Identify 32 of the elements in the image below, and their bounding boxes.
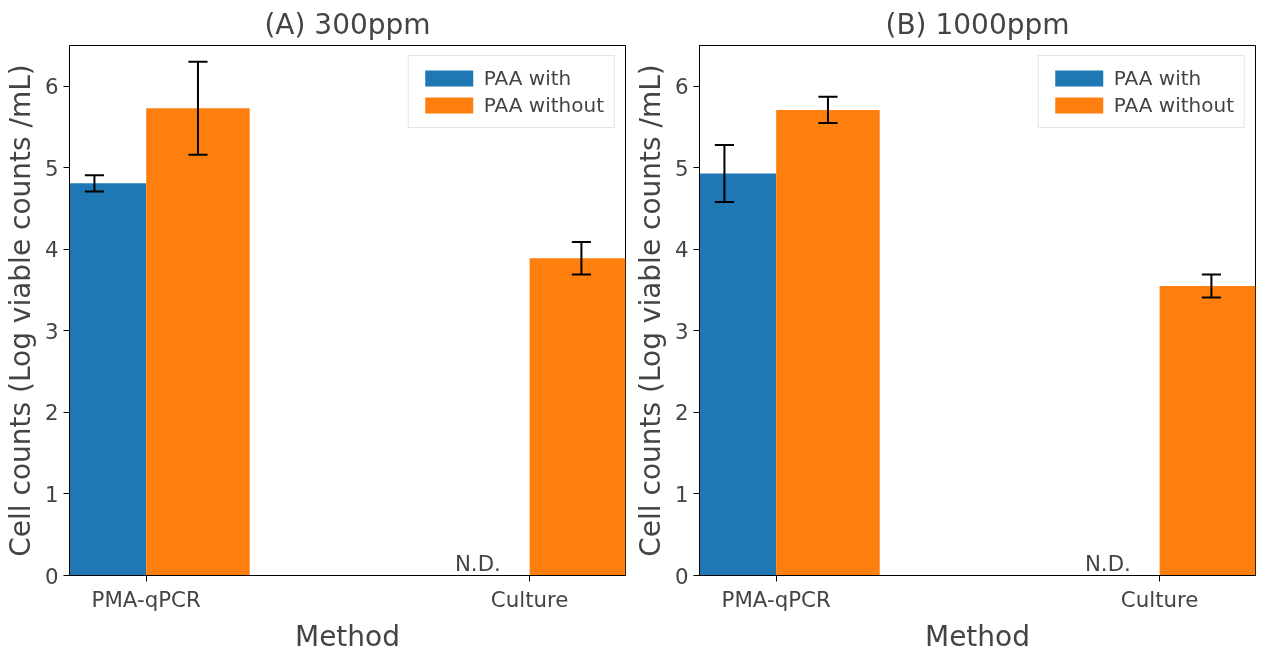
y-tick-label: 2 [44, 400, 59, 426]
chart-title: (A) 300ppm [264, 7, 431, 41]
x-axis-title: Method [294, 619, 401, 653]
y-axis-title: Cell counts (Log viable counts /mL) [633, 64, 667, 557]
y-tick-label: 0 [674, 563, 689, 589]
x-tick-label: PMA-qPCR [91, 586, 201, 612]
y-tick-label: 4 [674, 237, 689, 263]
y-tick-label: 5 [44, 155, 59, 181]
bar [69, 183, 147, 576]
y-tick-label: 4 [44, 237, 59, 263]
x-tick-label: Culture [490, 586, 569, 612]
y-tick-label: 0 [44, 563, 59, 589]
x-tick-label: Culture [1120, 586, 1199, 612]
y-tick-label: 3 [44, 318, 59, 344]
annotation: N.D. [454, 550, 501, 576]
x-tick-label: PMA-qPCR [721, 586, 831, 612]
y-tick-label: 2 [674, 400, 689, 426]
y-axis-title: Cell counts (Log viable counts /mL) [3, 64, 37, 557]
legend-label: PAA without [483, 93, 604, 117]
x-axis-title: Method [924, 619, 1031, 653]
chart-title: (B) 1000ppm [885, 7, 1070, 41]
annotation: N.D. [1084, 550, 1131, 576]
y-tick-label: 3 [674, 318, 689, 344]
legend-label: PAA with [483, 66, 572, 90]
y-tick-label: 6 [44, 74, 59, 100]
y-tick-label: 6 [674, 74, 689, 100]
y-tick-label: 1 [44, 481, 59, 507]
y-tick-label: 5 [674, 155, 689, 181]
legend-label: PAA with [1113, 66, 1202, 90]
bar [699, 173, 777, 576]
legend-label: PAA without [1113, 93, 1234, 117]
y-tick-label: 1 [674, 481, 689, 507]
